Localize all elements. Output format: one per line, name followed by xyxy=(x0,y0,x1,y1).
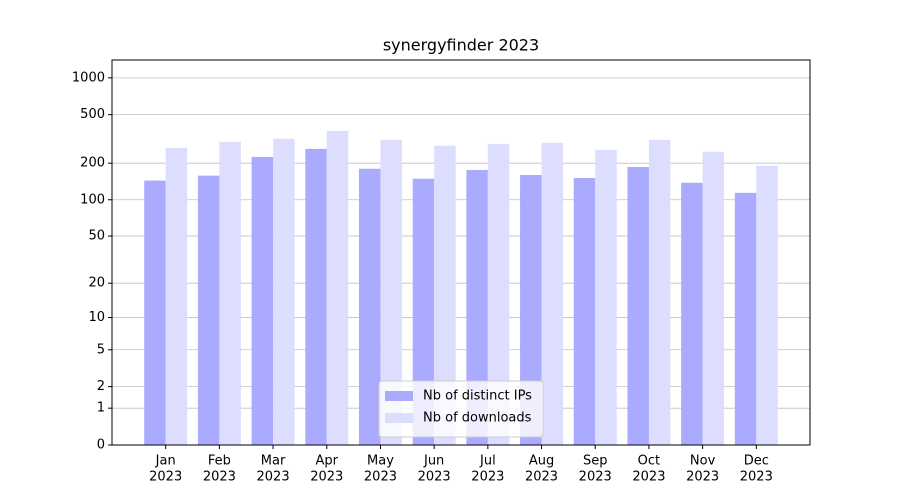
y-tick-label: 1000 xyxy=(72,70,105,85)
x-tick-label: Jan xyxy=(155,454,176,469)
legend-label: Nb of downloads xyxy=(423,411,532,426)
bar xyxy=(305,148,327,445)
bar xyxy=(487,143,510,445)
y-tick-label: 50 xyxy=(88,229,105,244)
x-tick-label: 2023 xyxy=(471,470,504,485)
x-tick-label: 2023 xyxy=(310,470,343,485)
x-tick-label: Jun xyxy=(423,454,444,469)
bar xyxy=(273,138,295,445)
x-tick-label: Mar xyxy=(261,454,286,469)
x-tick-label: 2023 xyxy=(740,470,773,485)
bar xyxy=(681,182,703,445)
bar xyxy=(541,142,564,445)
bar xyxy=(251,156,274,445)
bar xyxy=(165,147,188,445)
y-tick-label: 200 xyxy=(80,156,105,171)
y-tick-label: 500 xyxy=(80,107,105,122)
x-tick-label: Jul xyxy=(479,454,496,469)
bar xyxy=(380,139,402,446)
x-tick-label: 2023 xyxy=(579,470,612,485)
x-tick-label: Aug xyxy=(529,454,554,469)
y-tick-label: 2 xyxy=(97,379,105,394)
legend-swatch xyxy=(385,413,413,423)
x-tick-label: 2023 xyxy=(203,470,236,485)
x-tick-label: Feb xyxy=(208,454,231,469)
bar xyxy=(412,178,435,445)
x-tick-label: 2023 xyxy=(149,470,182,485)
x-tick-label: 2023 xyxy=(632,470,665,485)
plot-frame xyxy=(111,59,811,446)
y-tick-label: 20 xyxy=(88,276,105,291)
legend-label: Nb of distinct IPs xyxy=(423,389,532,404)
bar xyxy=(756,165,778,446)
bar xyxy=(466,169,488,445)
bar xyxy=(595,149,617,445)
legend-frame xyxy=(378,380,544,438)
bar xyxy=(702,151,725,445)
x-tick-label: Dec xyxy=(744,454,769,469)
bar xyxy=(573,178,596,445)
x-tick-label: 2023 xyxy=(257,470,290,485)
x-tick-label: Sep xyxy=(583,454,608,469)
bar xyxy=(627,167,649,445)
x-tick-label: May xyxy=(367,454,394,469)
bar xyxy=(326,130,349,445)
x-tick-label: Apr xyxy=(316,454,339,469)
bar xyxy=(197,175,220,445)
y-tick-label: 0 xyxy=(97,438,105,453)
y-tick-label: 100 xyxy=(80,192,105,207)
x-tick-label: 2023 xyxy=(525,470,558,485)
bar xyxy=(520,174,542,445)
chart-title: synergyfinder 2023 xyxy=(383,36,539,55)
legend-swatch xyxy=(385,391,413,401)
bar xyxy=(434,145,456,445)
legend: Nb of distinct IPs Nb of downloads xyxy=(378,380,544,438)
y-tick-label: 10 xyxy=(88,310,105,325)
bar xyxy=(648,139,671,446)
x-tick-label: 2023 xyxy=(364,470,397,485)
bar xyxy=(358,168,381,445)
bar xyxy=(734,192,757,445)
bar xyxy=(219,141,241,445)
x-tick-label: 2023 xyxy=(686,470,719,485)
x-tick-label: Oct xyxy=(638,454,660,469)
bar xyxy=(144,180,166,445)
x-tick-label: 2023 xyxy=(418,470,451,485)
y-tick-label: 5 xyxy=(97,342,105,357)
y-tick-label: 1 xyxy=(97,401,105,416)
x-tick-label: Nov xyxy=(690,454,716,469)
